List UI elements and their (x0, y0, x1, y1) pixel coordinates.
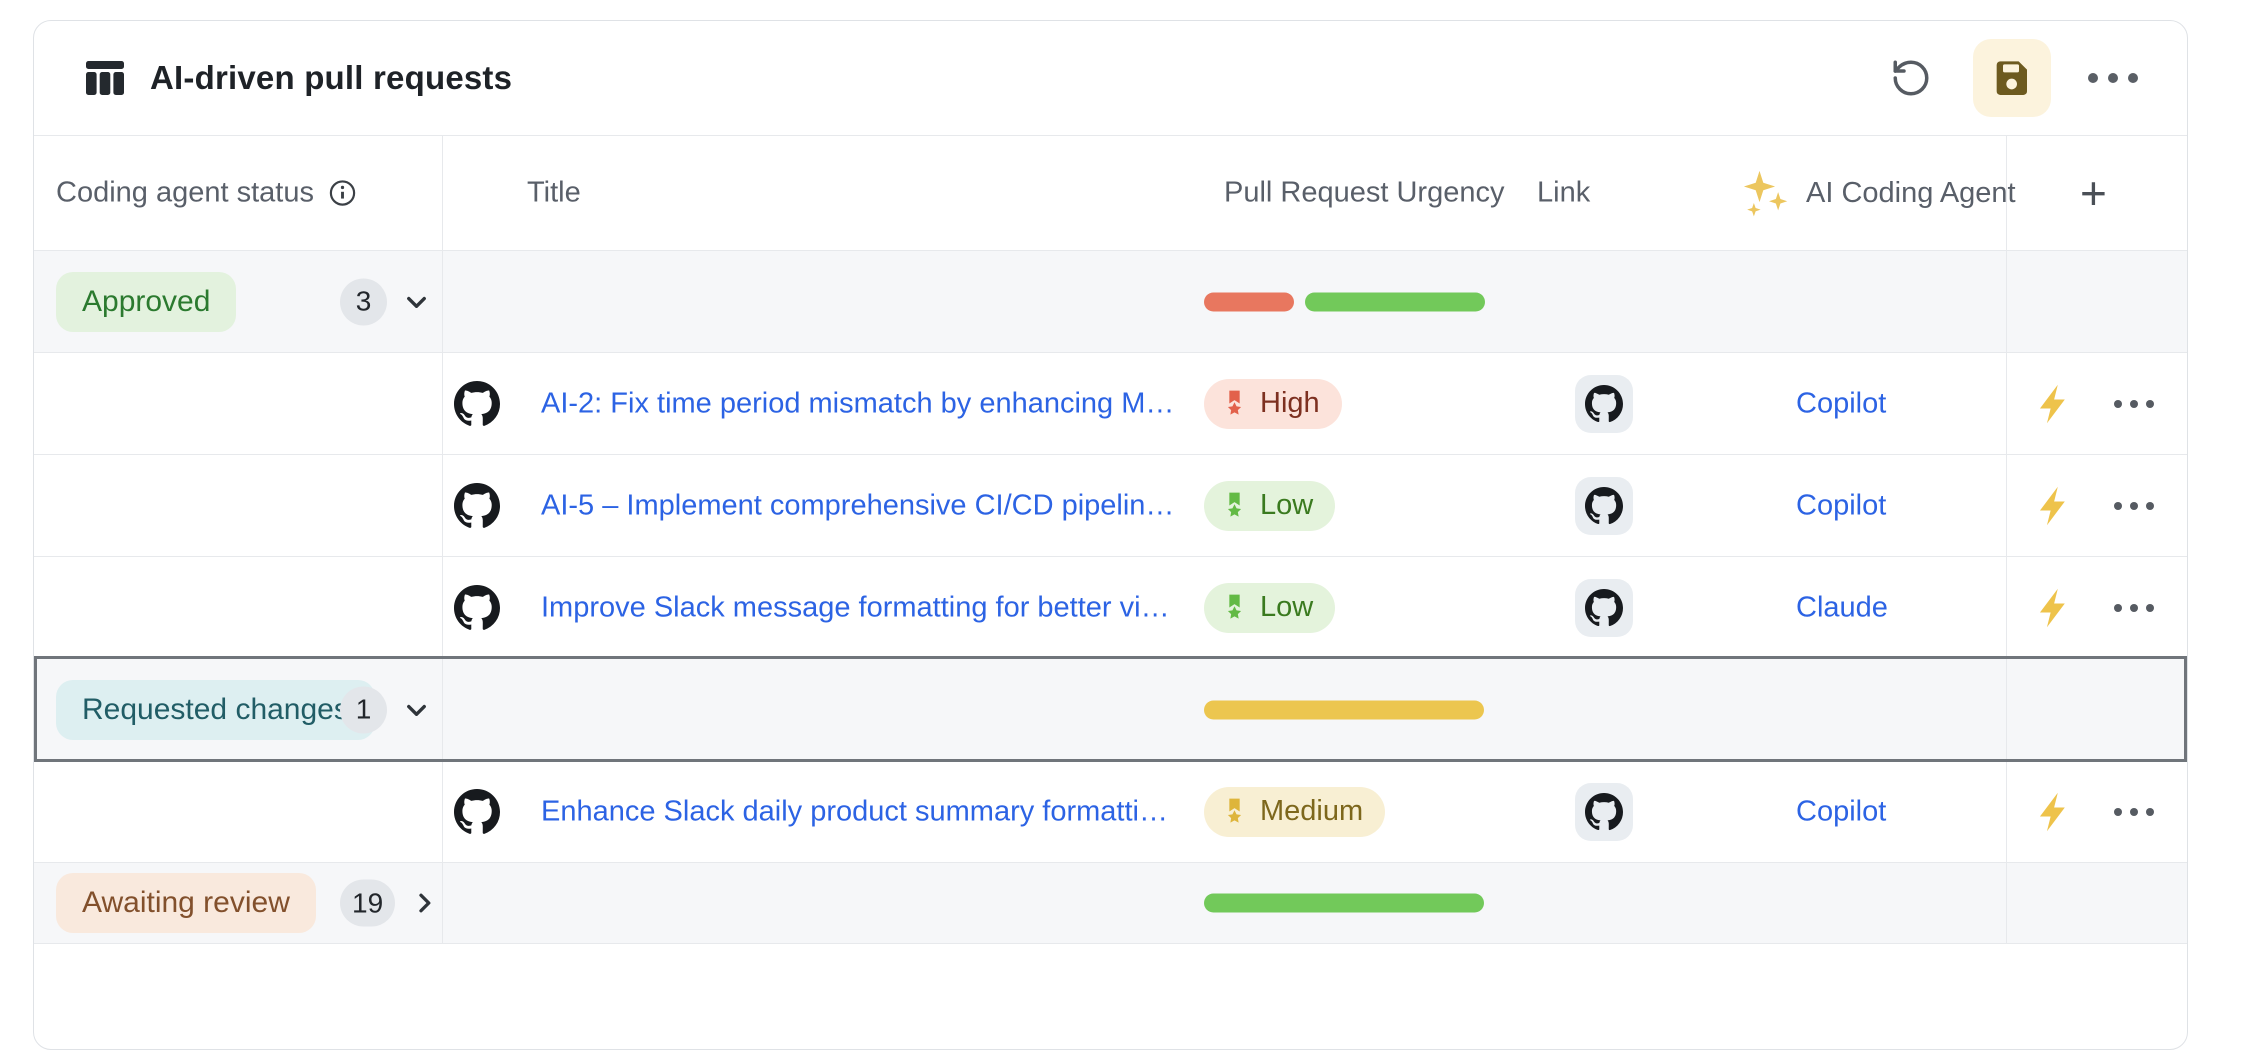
medal-icon (1219, 490, 1250, 521)
github-link-chip[interactable] (1575, 374, 1633, 433)
group-row-requested-changes[interactable]: Requested changes 1 (34, 656, 2187, 762)
grid-card: AI-driven pull requests Coding agent sta… (33, 20, 2188, 1050)
github-icon (454, 788, 500, 835)
chevron-down-icon[interactable] (401, 694, 432, 725)
table-icon (86, 61, 124, 95)
page-title: AI-driven pull requests (150, 59, 513, 96)
record-row: Enhance Slack daily product summary form… (34, 761, 2187, 863)
table-body: Approved 3 AI-2: Fix time period mismatch … (34, 251, 2187, 944)
urgency-badge[interactable]: Medium (1204, 786, 1386, 837)
column-header-agent[interactable]: AI Coding Agent (1740, 167, 2016, 219)
plus-icon: + (2080, 167, 2107, 219)
urgency-badge[interactable]: Low (1204, 582, 1336, 633)
lightning-icon[interactable] (2034, 587, 2076, 629)
pr-title-link[interactable]: AI-2: Fix time period mismatch by enhanc… (541, 387, 1175, 419)
ai-agent-link[interactable]: Copilot (1796, 489, 1887, 521)
sparkles-icon (1740, 167, 1792, 219)
github-link-chip[interactable] (1575, 578, 1633, 637)
urgency-summary-bars (1204, 700, 1484, 719)
save-button[interactable] (1973, 39, 2051, 117)
save-icon (1992, 58, 2032, 98)
ellipsis-icon (2088, 73, 2138, 83)
column-header-urgency[interactable]: Pull Request Urgency (1224, 177, 1504, 210)
record-row: AI-5 – Implement comprehensive CI/CD pip… (34, 455, 2187, 557)
group-status-pill[interactable]: Requested changes (56, 679, 375, 740)
github-link-chip[interactable] (1575, 782, 1633, 841)
column-header-status[interactable]: Coding agent status (56, 177, 357, 210)
urgency-summary-bar (1204, 700, 1484, 719)
pr-title-link[interactable]: Enhance Slack daily product summary form… (541, 795, 1168, 827)
add-column-button[interactable]: + (2080, 166, 2107, 220)
group-count-badge: 19 (340, 879, 396, 927)
medal-icon (1219, 796, 1250, 827)
column-header-title-label: Title (527, 176, 581, 209)
ai-agent-link[interactable]: Copilot (1796, 795, 1887, 827)
lightning-icon[interactable] (2034, 485, 2076, 527)
pr-title-link[interactable]: Improve Slack message formatting for bet… (541, 591, 1170, 623)
group-count-wrap: 3 (340, 278, 432, 325)
title-bar: AI-driven pull requests (34, 21, 2187, 135)
row-menu-button[interactable] (2114, 501, 2154, 510)
urgency-label: High (1260, 387, 1320, 419)
medal-icon (1219, 592, 1250, 623)
column-header-status-label: Coding agent status (56, 176, 314, 209)
github-icon (454, 584, 500, 631)
group-count-badge: 3 (340, 278, 387, 325)
group-status-pill[interactable]: Approved (56, 271, 237, 332)
group-count-badge: 1 (340, 686, 387, 733)
chevron-right-icon[interactable] (409, 888, 440, 919)
group-row-awaiting-review[interactable]: Awaiting review 19 (34, 863, 2187, 944)
column-header-agent-label: AI Coding Agent (1806, 176, 2016, 209)
github-icon (454, 380, 500, 427)
undo-icon (1890, 57, 1932, 99)
urgency-summary-bars (1204, 292, 1485, 311)
group-count-wrap: 1 (340, 686, 432, 733)
title-group: AI-driven pull requests (86, 59, 512, 97)
chevron-down-icon[interactable] (401, 286, 432, 317)
urgency-label: Medium (1260, 795, 1364, 827)
row-menu-button[interactable] (2114, 399, 2154, 408)
medal-icon (1219, 388, 1250, 419)
urgency-summary-bar (1204, 292, 1294, 311)
group-row-approved[interactable]: Approved 3 (34, 251, 2187, 353)
group-status-pill[interactable]: Awaiting review (56, 873, 316, 933)
urgency-label: Low (1260, 591, 1314, 623)
column-header-link-label: Link (1537, 176, 1591, 209)
records-table: Coding agent status Title Pull Request U… (34, 135, 2187, 944)
table-header-row: Coding agent status Title Pull Request U… (34, 136, 2187, 251)
record-row: AI-2: Fix time period mismatch by enhanc… (34, 353, 2187, 455)
group-count-wrap: 19 (340, 879, 440, 927)
urgency-label: Low (1260, 489, 1314, 521)
urgency-summary-bar (1305, 292, 1485, 311)
row-menu-button[interactable] (2114, 603, 2154, 612)
urgency-badge[interactable]: Low (1204, 480, 1336, 531)
github-icon (454, 482, 500, 529)
lightning-icon[interactable] (2034, 383, 2076, 425)
toolbar-actions (1875, 39, 2149, 117)
lightning-icon[interactable] (2034, 791, 2076, 833)
row-menu-button[interactable] (2114, 807, 2154, 816)
info-icon[interactable] (328, 179, 357, 208)
more-options-button[interactable] (2077, 42, 2149, 114)
github-link-chip[interactable] (1575, 476, 1633, 535)
column-header-urgency-label: Pull Request Urgency (1224, 176, 1505, 209)
pr-title-link[interactable]: AI-5 – Implement comprehensive CI/CD pip… (541, 489, 1175, 521)
record-row: Improve Slack message formatting for bet… (34, 557, 2187, 659)
ai-agent-link[interactable]: Copilot (1796, 387, 1887, 419)
undo-button[interactable] (1875, 42, 1947, 114)
column-header-link[interactable]: Link (1537, 177, 1590, 210)
column-header-title[interactable]: Title (527, 177, 581, 210)
urgency-summary-bars (1204, 893, 1484, 913)
urgency-summary-bar (1204, 893, 1484, 913)
urgency-badge[interactable]: High (1204, 378, 1342, 429)
ai-agent-link[interactable]: Claude (1796, 591, 1888, 623)
